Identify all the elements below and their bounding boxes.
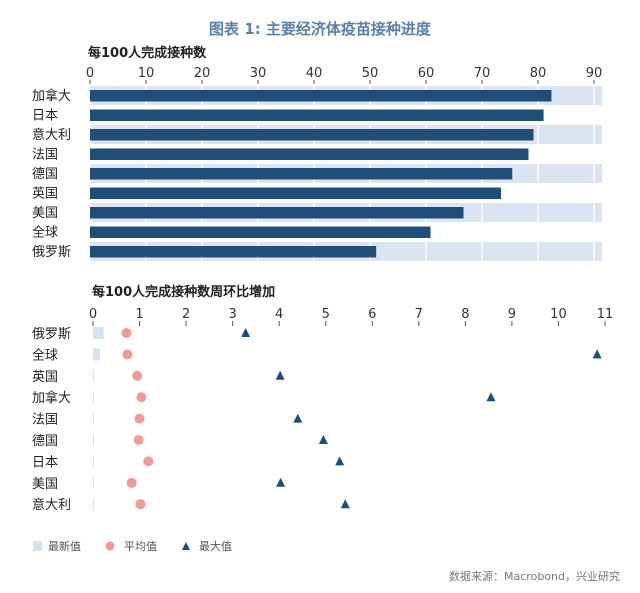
mean-value-dot bbox=[121, 328, 132, 338]
bar bbox=[90, 129, 534, 141]
x-tick-label: 8 bbox=[461, 307, 469, 322]
bar bbox=[90, 168, 513, 180]
mean-value-dot bbox=[126, 477, 137, 488]
latest-value-bar bbox=[93, 348, 100, 361]
legend-max-label: 最大值 bbox=[199, 539, 232, 553]
bar bbox=[90, 148, 529, 160]
bottom-chart-title: 每100人完成接种数周环比增加 bbox=[92, 284, 275, 300]
legend-max-marker bbox=[182, 542, 190, 550]
x-tick-label: 6 bbox=[368, 307, 376, 322]
category-label: 意大利 bbox=[32, 127, 71, 143]
x-tick-label: 4 bbox=[275, 307, 283, 322]
x-tick-label: 11 bbox=[597, 307, 614, 322]
mean-value-dot bbox=[135, 499, 146, 510]
category-label: 德国 bbox=[32, 434, 58, 449]
x-tick-label: 30 bbox=[250, 66, 267, 81]
max-value-triangle bbox=[275, 370, 285, 380]
x-tick-label: 2 bbox=[182, 307, 190, 322]
legend-latest-label: 最新值 bbox=[48, 539, 81, 553]
legend-latest-marker bbox=[33, 541, 42, 551]
x-tick-label: 80 bbox=[530, 66, 547, 81]
x-tick-label: 0 bbox=[86, 66, 94, 81]
category-label: 英国 bbox=[32, 370, 58, 385]
category-label: 俄罗斯 bbox=[32, 327, 71, 342]
max-value-triangle bbox=[335, 456, 345, 466]
category-label: 俄罗斯 bbox=[32, 245, 71, 260]
category-label: 法国 bbox=[32, 148, 58, 163]
max-value-triangle bbox=[276, 477, 286, 487]
max-value-triangle bbox=[592, 349, 602, 359]
category-label: 德国 bbox=[32, 167, 58, 182]
mean-value-dot bbox=[132, 370, 143, 381]
max-value-triangle bbox=[318, 435, 328, 444]
latest-value-bar bbox=[93, 369, 94, 382]
category-label: 日本 bbox=[32, 109, 58, 124]
mean-value-dot bbox=[122, 349, 133, 360]
max-value-triangle bbox=[486, 392, 496, 402]
x-tick-label: 10 bbox=[550, 307, 567, 322]
mean-value-dot bbox=[134, 413, 145, 424]
max-value-triangle bbox=[293, 413, 303, 423]
bar bbox=[90, 187, 502, 199]
latest-value-bar bbox=[93, 412, 94, 425]
max-value-triangle bbox=[241, 328, 251, 337]
category-label: 加拿大 bbox=[32, 88, 71, 104]
category-label: 法国 bbox=[32, 413, 58, 428]
x-tick-label: 7 bbox=[415, 307, 423, 322]
mean-value-dot bbox=[136, 392, 147, 403]
latest-value-bar bbox=[93, 391, 94, 404]
x-tick-label: 5 bbox=[322, 307, 330, 322]
source-note: 数据来源：Macrobond，兴业研究 bbox=[449, 569, 620, 583]
x-tick-label: 1 bbox=[135, 307, 143, 322]
bar bbox=[90, 207, 464, 219]
latest-value-bar bbox=[93, 434, 94, 446]
latest-value-bar bbox=[93, 498, 94, 511]
x-tick-label: 70 bbox=[474, 66, 491, 81]
x-tick-label: 90 bbox=[586, 66, 603, 81]
category-label: 美国 bbox=[32, 477, 58, 492]
x-tick-label: 0 bbox=[89, 307, 97, 322]
top-chart-title: 每100人完成接种数 bbox=[88, 45, 207, 61]
x-tick-label: 50 bbox=[362, 66, 379, 81]
x-tick-label: 9 bbox=[508, 307, 516, 322]
x-tick-label: 20 bbox=[194, 66, 211, 81]
category-label: 日本 bbox=[32, 455, 58, 470]
x-tick-label: 3 bbox=[228, 307, 236, 322]
latest-value-bar bbox=[93, 455, 94, 468]
category-label: 美国 bbox=[32, 206, 58, 221]
category-label: 全球 bbox=[32, 347, 58, 363]
max-value-triangle bbox=[340, 499, 350, 509]
latest-value-bar bbox=[93, 476, 94, 489]
bar bbox=[90, 90, 552, 102]
legend-mean-marker bbox=[105, 541, 115, 551]
x-tick-label: 10 bbox=[138, 66, 155, 81]
bar bbox=[90, 109, 544, 121]
figure-title: 图表 1: 主要经济体疫苗接种进度 bbox=[209, 20, 432, 38]
latest-value-bar bbox=[93, 327, 104, 339]
x-tick-label: 40 bbox=[306, 66, 323, 81]
bar bbox=[90, 226, 431, 238]
x-tick-label: 60 bbox=[418, 66, 435, 81]
category-label: 英国 bbox=[32, 187, 58, 202]
category-label: 加拿大 bbox=[32, 390, 71, 406]
legend-mean-label: 平均值 bbox=[124, 540, 157, 553]
category-label: 全球 bbox=[32, 225, 58, 241]
mean-value-dot bbox=[143, 456, 154, 467]
bar bbox=[90, 246, 377, 258]
category-label: 意大利 bbox=[32, 497, 71, 513]
mean-value-dot bbox=[133, 435, 144, 445]
